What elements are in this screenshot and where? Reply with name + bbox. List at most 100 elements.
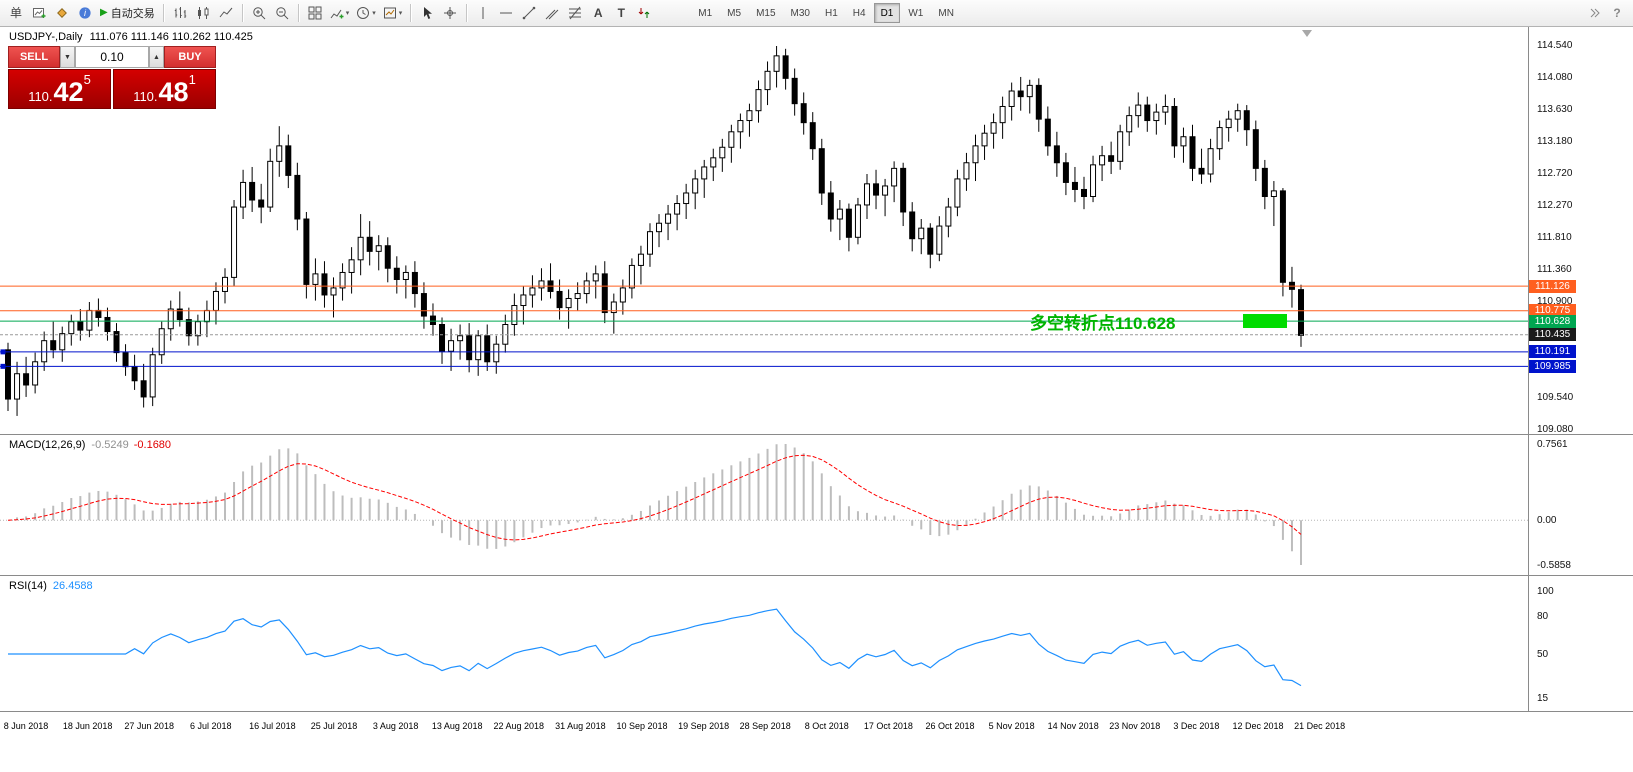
panel-resize-handle[interactable] <box>0 434 1633 435</box>
price-level-tag[interactable]: 110.775 <box>1529 304 1576 318</box>
timeframe-w1-button[interactable]: W1 <box>901 3 930 23</box>
toolbar-separator <box>466 4 468 22</box>
date-label: 19 Sep 2018 <box>678 721 730 731</box>
data-window-button[interactable]: i <box>74 3 96 24</box>
candlestick <box>1198 167 1205 175</box>
volume-input[interactable]: 0.10 <box>75 46 149 68</box>
price-level-tag[interactable]: 110.191 <box>1529 345 1576 359</box>
candlestick <box>565 297 572 309</box>
sell-price-display[interactable]: 110. 42 5 <box>8 69 111 109</box>
help-icon: ? <box>1613 6 1621 20</box>
candlestick <box>131 366 138 382</box>
timeframe-mn-button[interactable]: MN <box>931 3 961 23</box>
timeframe-m1-button[interactable]: M1 <box>691 3 719 23</box>
candlestick-chart-button[interactable] <box>192 3 214 24</box>
candlestick <box>619 287 626 303</box>
timeframe-m30-button[interactable]: M30 <box>784 3 817 23</box>
timeframe-h4-button[interactable]: H4 <box>846 3 873 23</box>
tile-windows-button[interactable] <box>304 3 326 24</box>
price-axis[interactable]: 114.540 114.080 113.630 113.180 112.720 112.2… <box>1529 27 1633 712</box>
timeframe-m15-button[interactable]: M15 <box>749 3 782 23</box>
candlestick <box>891 167 898 187</box>
volume-decrease-button[interactable]: ▼ <box>60 46 75 68</box>
main-chart[interactable] <box>0 27 1528 434</box>
candlestick <box>231 206 238 278</box>
buy-price-display[interactable]: 110. 48 1 <box>113 69 216 109</box>
rsi-axis-label: 50 <box>1537 649 1549 661</box>
candlestick <box>1243 110 1250 131</box>
candlestick <box>312 273 319 285</box>
timeframe-m5-button[interactable]: M5 <box>720 3 748 23</box>
candlestick <box>773 55 780 72</box>
price-level-tag[interactable]: 110.628 <box>1529 314 1576 328</box>
candlestick <box>782 55 789 79</box>
templates-button[interactable]: ▾ <box>380 3 406 24</box>
arrows-button[interactable] <box>633 3 655 24</box>
profiles-icon <box>55 6 69 20</box>
time-axis[interactable]: 8 Jun 2018 18 Jun 2018 27 Jun 2018 6 Jul 20… <box>0 712 1633 772</box>
text-button[interactable]: A <box>587 3 609 24</box>
crosshair-icon <box>443 6 457 20</box>
channel-button[interactable] <box>541 3 563 24</box>
candlestick <box>5 349 11 400</box>
chevron-down-icon: ▾ <box>398 10 403 17</box>
data-window-icon: i <box>78 6 92 20</box>
bar-chart-button[interactable] <box>169 3 191 24</box>
macd-panel[interactable] <box>0 435 1528 575</box>
panel-resize-handle[interactable] <box>0 711 1633 712</box>
candlestick <box>493 343 500 363</box>
trendline-button[interactable] <box>518 3 540 24</box>
rsi-panel[interactable] <box>0 576 1528 711</box>
candlestick <box>258 199 265 208</box>
timeframe-d1-button[interactable]: D1 <box>873 3 901 23</box>
price-axis-tick: 112.270 <box>1537 199 1573 211</box>
candlestick <box>59 333 66 351</box>
text-annotation[interactable]: 多空转折点110.628 <box>1030 314 1176 333</box>
sell-price-pips: 42 <box>53 76 84 107</box>
line-handle[interactable] <box>0 349 6 355</box>
line-handle[interactable] <box>0 363 6 369</box>
svg-text:i: i <box>84 8 87 18</box>
toolbar-overflow-button[interactable] <box>1583 3 1605 24</box>
candlestick <box>1225 118 1232 129</box>
indicators-button[interactable]: ▾ <box>327 3 353 24</box>
profiles-button[interactable] <box>51 3 73 24</box>
cursor-button[interactable] <box>416 3 438 24</box>
candlestick <box>23 373 30 386</box>
crosshair-button[interactable] <box>439 3 461 24</box>
candlestick <box>990 122 997 134</box>
date-label: 26 Oct 2018 <box>925 721 975 731</box>
date-label: 8 Oct 2018 <box>804 721 849 731</box>
buy-button[interactable]: BUY <box>164 46 216 68</box>
candlestick <box>1216 127 1223 150</box>
candlestick <box>411 271 418 295</box>
price-level-tag[interactable]: 109.985 <box>1529 359 1576 373</box>
candlestick <box>484 335 491 363</box>
help-button[interactable]: ? <box>1606 3 1628 24</box>
autotrading-button[interactable]: ▶ 自动交易 <box>97 3 158 24</box>
volume-increase-button[interactable]: ▲ <box>149 46 164 68</box>
line-chart-button[interactable] <box>215 3 237 24</box>
timeframe-h1-button[interactable]: H1 <box>818 3 845 23</box>
zoom-out-button[interactable] <box>271 3 293 24</box>
highlight-rectangle[interactable] <box>1243 314 1287 328</box>
sell-button[interactable]: SELL <box>8 46 60 68</box>
templates-icon <box>383 6 397 20</box>
new-chart-button[interactable] <box>28 3 50 24</box>
price-level-tag[interactable]: 110.435 <box>1529 328 1576 342</box>
horizontal-line-button[interactable] <box>495 3 517 24</box>
vertical-line-button[interactable] <box>472 3 494 24</box>
candlestick <box>1207 148 1214 175</box>
fibonacci-button[interactable] <box>564 3 586 24</box>
zoom-in-button[interactable] <box>248 3 270 24</box>
date-label: 31 Aug 2018 <box>555 721 606 731</box>
label-button[interactable]: T <box>610 3 632 24</box>
candlestick <box>393 267 400 280</box>
candlestick <box>854 204 861 238</box>
new-order-button[interactable]: 单 <box>5 3 27 24</box>
price-level-tag[interactable]: 111.126 <box>1529 279 1576 293</box>
periods-button[interactable]: ▾ <box>353 3 379 24</box>
candlestick <box>1252 129 1259 169</box>
panel-resize-handle[interactable] <box>0 575 1633 576</box>
date-label: 16 Jul 2018 <box>249 721 296 731</box>
